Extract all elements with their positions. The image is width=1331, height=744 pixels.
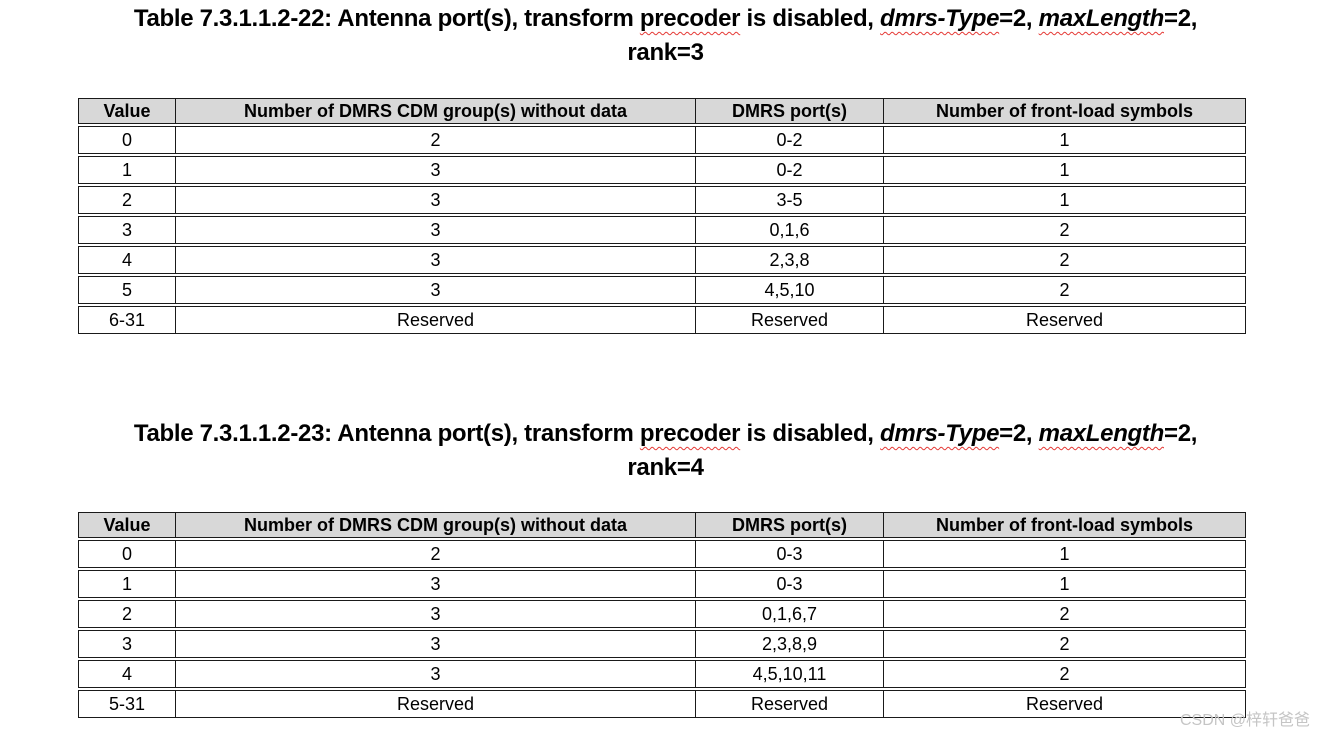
column-header: Value bbox=[78, 512, 175, 538]
table-row: 2 3 0,1,6,7 2 bbox=[78, 600, 1246, 628]
table-cell: Reserved bbox=[175, 306, 695, 334]
table-cell: 0-3 bbox=[695, 540, 883, 568]
table-22-header-row: Value Number of DMRS CDM group(s) without… bbox=[78, 98, 1246, 124]
table-cell: Reserved bbox=[883, 690, 1246, 718]
table-cell: 3 bbox=[175, 216, 695, 244]
title-text: =2, bbox=[1163, 5, 1198, 32]
title-text: is disabled, bbox=[740, 5, 881, 32]
table-cell: 2 bbox=[883, 246, 1246, 274]
table-cell: 0-3 bbox=[695, 570, 883, 598]
table-cell: 1 bbox=[883, 126, 1246, 154]
table-cell: 1 bbox=[883, 540, 1246, 568]
title-flagged-term: precoder bbox=[639, 5, 741, 32]
table-cell: 4,5,10 bbox=[695, 276, 883, 304]
table-row: 5 3 4,5,10 2 bbox=[78, 276, 1246, 304]
column-header: Number of front-load symbols bbox=[883, 98, 1246, 124]
title-text: =2, bbox=[999, 420, 1039, 447]
table-row: 3 3 2,3,8,9 2 bbox=[78, 630, 1246, 658]
table-cell: 3 bbox=[175, 570, 695, 598]
table-cell: 3 bbox=[175, 246, 695, 274]
table-cell: 2,3,8 bbox=[695, 246, 883, 274]
column-header: Number of DMRS CDM group(s) without data bbox=[175, 98, 695, 124]
table-cell: Reserved bbox=[695, 690, 883, 718]
column-header: DMRS port(s) bbox=[695, 512, 883, 538]
table-row: 4 3 2,3,8 2 bbox=[78, 246, 1246, 274]
table-cell: 6-31 bbox=[78, 306, 175, 334]
table-cell: 0 bbox=[78, 126, 175, 154]
table-cell: 2 bbox=[175, 126, 695, 154]
table-cell: 3 bbox=[175, 660, 695, 688]
table-23-header-row: Value Number of DMRS CDM group(s) without… bbox=[78, 512, 1246, 538]
title-text: =2, bbox=[1163, 420, 1198, 447]
csdn-watermark: CSDN @梓轩爸爸 bbox=[1180, 712, 1311, 729]
table-cell: 5 bbox=[78, 276, 175, 304]
spec-table-22: Value Number of DMRS CDM group(s) without… bbox=[78, 96, 1246, 336]
table-cell: 2 bbox=[883, 216, 1246, 244]
column-header: DMRS port(s) bbox=[695, 98, 883, 124]
title-text: rank=4 bbox=[627, 454, 704, 481]
table-row: 1 3 0-2 1 bbox=[78, 156, 1246, 184]
table-row: 1 3 0-3 1 bbox=[78, 570, 1246, 598]
table-cell: 4 bbox=[78, 246, 175, 274]
table-cell: 0-2 bbox=[695, 156, 883, 184]
title-text: rank=3 bbox=[627, 39, 704, 66]
table-cell: 5-31 bbox=[78, 690, 175, 718]
table-row: 0 2 0-3 1 bbox=[78, 540, 1246, 568]
table-cell: 2 bbox=[883, 630, 1246, 658]
table-cell: 4 bbox=[78, 660, 175, 688]
table-cell: 0-2 bbox=[695, 126, 883, 154]
table-row: 2 3 3-5 1 bbox=[78, 186, 1246, 214]
table-cell: Reserved bbox=[175, 690, 695, 718]
table-23-title: Table 7.3.1.1.2-23: Antenna port(s), tra… bbox=[0, 417, 1331, 485]
table-cell: 2 bbox=[883, 660, 1246, 688]
title-flagged-term: precoder bbox=[639, 420, 741, 447]
table-cell: 1 bbox=[883, 186, 1246, 214]
table-cell: 0,1,6,7 bbox=[695, 600, 883, 628]
table-cell: 3 bbox=[78, 630, 175, 658]
table-row: 5-31 Reserved Reserved Reserved bbox=[78, 690, 1246, 718]
column-header: Number of front-load symbols bbox=[883, 512, 1246, 538]
table-cell: 2 bbox=[883, 600, 1246, 628]
table-cell: Reserved bbox=[695, 306, 883, 334]
table-cell: 2,3,8,9 bbox=[695, 630, 883, 658]
table-cell: 1 bbox=[883, 570, 1246, 598]
table-22-title: Table 7.3.1.1.2-22: Antenna port(s), tra… bbox=[0, 2, 1331, 70]
title-flagged-term: maxLength bbox=[1038, 5, 1165, 32]
table-cell: 3 bbox=[78, 216, 175, 244]
title-flagged-term: maxLength bbox=[1038, 420, 1165, 447]
table-cell: 3 bbox=[175, 186, 695, 214]
table-row: 4 3 4,5,10,11 2 bbox=[78, 660, 1246, 688]
table-row: 6-31 Reserved Reserved Reserved bbox=[78, 306, 1246, 334]
spec-table-23: Value Number of DMRS CDM group(s) without… bbox=[78, 510, 1246, 720]
title-text: =2, bbox=[999, 5, 1039, 32]
table-cell: 2 bbox=[883, 276, 1246, 304]
table-row: 0 2 0-2 1 bbox=[78, 126, 1246, 154]
table-cell: 0,1,6 bbox=[695, 216, 883, 244]
table-cell: 2 bbox=[78, 186, 175, 214]
column-header: Number of DMRS CDM group(s) without data bbox=[175, 512, 695, 538]
title-flagged-term: dmrs-Type bbox=[880, 5, 1000, 32]
table-cell: 1 bbox=[883, 156, 1246, 184]
title-text: Table 7.3.1.1.2-22: Antenna port(s), tra… bbox=[133, 5, 640, 32]
table-cell: 3 bbox=[175, 156, 695, 184]
table-cell: 2 bbox=[175, 540, 695, 568]
table-cell: 4,5,10,11 bbox=[695, 660, 883, 688]
table-cell: 0 bbox=[78, 540, 175, 568]
table-cell: 3-5 bbox=[695, 186, 883, 214]
table-cell: Reserved bbox=[883, 306, 1246, 334]
title-text: is disabled, bbox=[740, 420, 881, 447]
table-cell: 1 bbox=[78, 156, 175, 184]
table-cell: 3 bbox=[175, 630, 695, 658]
table-row: 3 3 0,1,6 2 bbox=[78, 216, 1246, 244]
title-text: Table 7.3.1.1.2-23: Antenna port(s), tra… bbox=[133, 420, 640, 447]
column-header: Value bbox=[78, 98, 175, 124]
table-cell: 3 bbox=[175, 600, 695, 628]
table-cell: 1 bbox=[78, 570, 175, 598]
table-cell: 2 bbox=[78, 600, 175, 628]
table-cell: 3 bbox=[175, 276, 695, 304]
title-flagged-term: dmrs-Type bbox=[880, 420, 1000, 447]
